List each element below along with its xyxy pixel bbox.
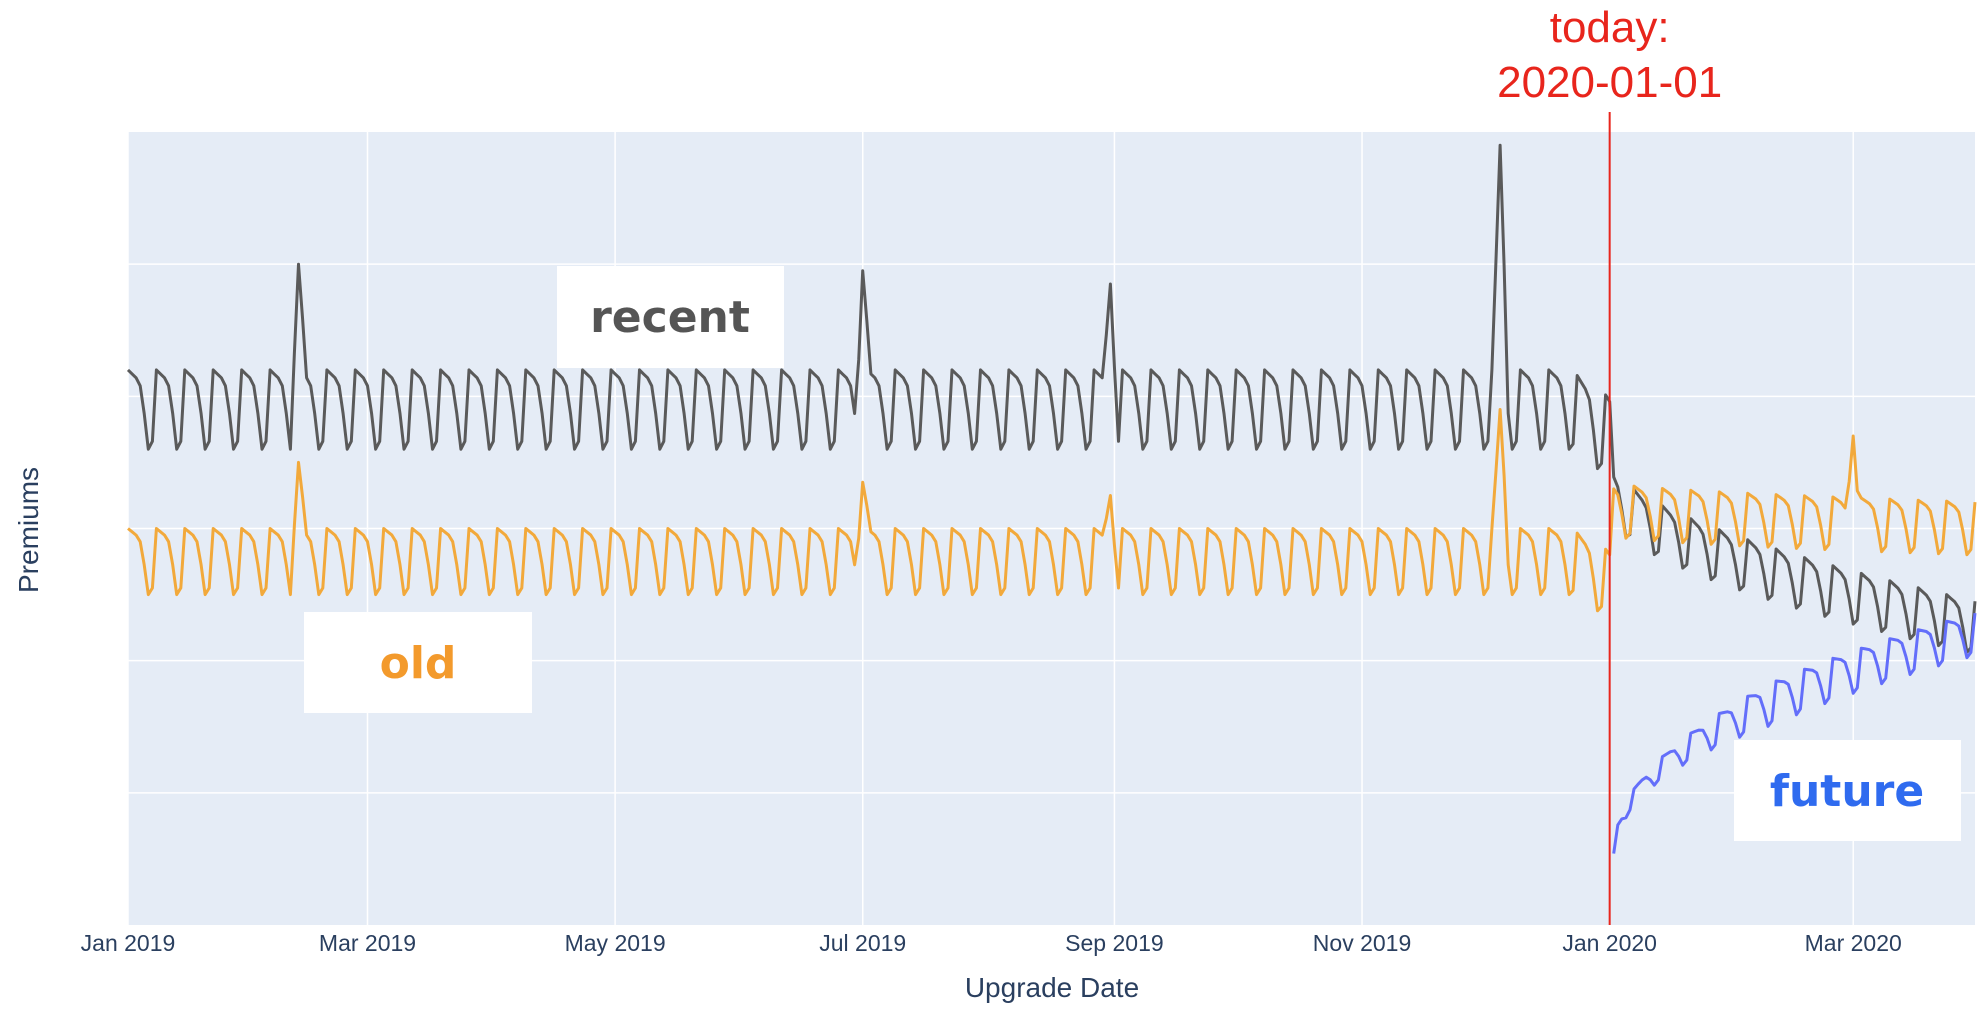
future-label-text: future [1770, 766, 1924, 817]
today-label-line1: today: [1550, 3, 1670, 52]
future-series-label: future [1734, 740, 1961, 841]
recent-series-line [126, 143, 1977, 654]
x-tick-label: May 2019 [565, 930, 666, 956]
series-labels: recent old future [304, 266, 1961, 841]
old-label-text: old [380, 638, 457, 689]
today-label-line2: 2020-01-01 [1497, 58, 1722, 107]
x-tick-label: Mar 2019 [319, 930, 416, 956]
x-tick-label: Nov 2019 [1313, 930, 1411, 956]
x-tick-label: Jan 2020 [1562, 930, 1657, 956]
y-axis-title: Premiums [13, 467, 44, 593]
series-lines [126, 143, 1977, 854]
x-tick-label: Sep 2019 [1065, 930, 1163, 956]
x-axis-ticks: Jan 2019 Mar 2019 May 2019 Jul 2019 Sep 2019… [81, 930, 1902, 956]
x-tick-label: Jan 2019 [81, 930, 176, 956]
recent-label-text: recent [590, 292, 750, 343]
old-series-line [127, 408, 1977, 613]
x-tick-label: Mar 2020 [1805, 930, 1902, 956]
x-axis-title: Upgrade Date [965, 972, 1139, 1003]
x-tick-label: Jul 2019 [819, 930, 906, 956]
today-annotation: today: 2020-01-01 [1497, 3, 1722, 925]
future-series-line [1612, 612, 1977, 854]
old-series-label: old [304, 612, 532, 713]
recent-series-label: recent [557, 266, 784, 368]
